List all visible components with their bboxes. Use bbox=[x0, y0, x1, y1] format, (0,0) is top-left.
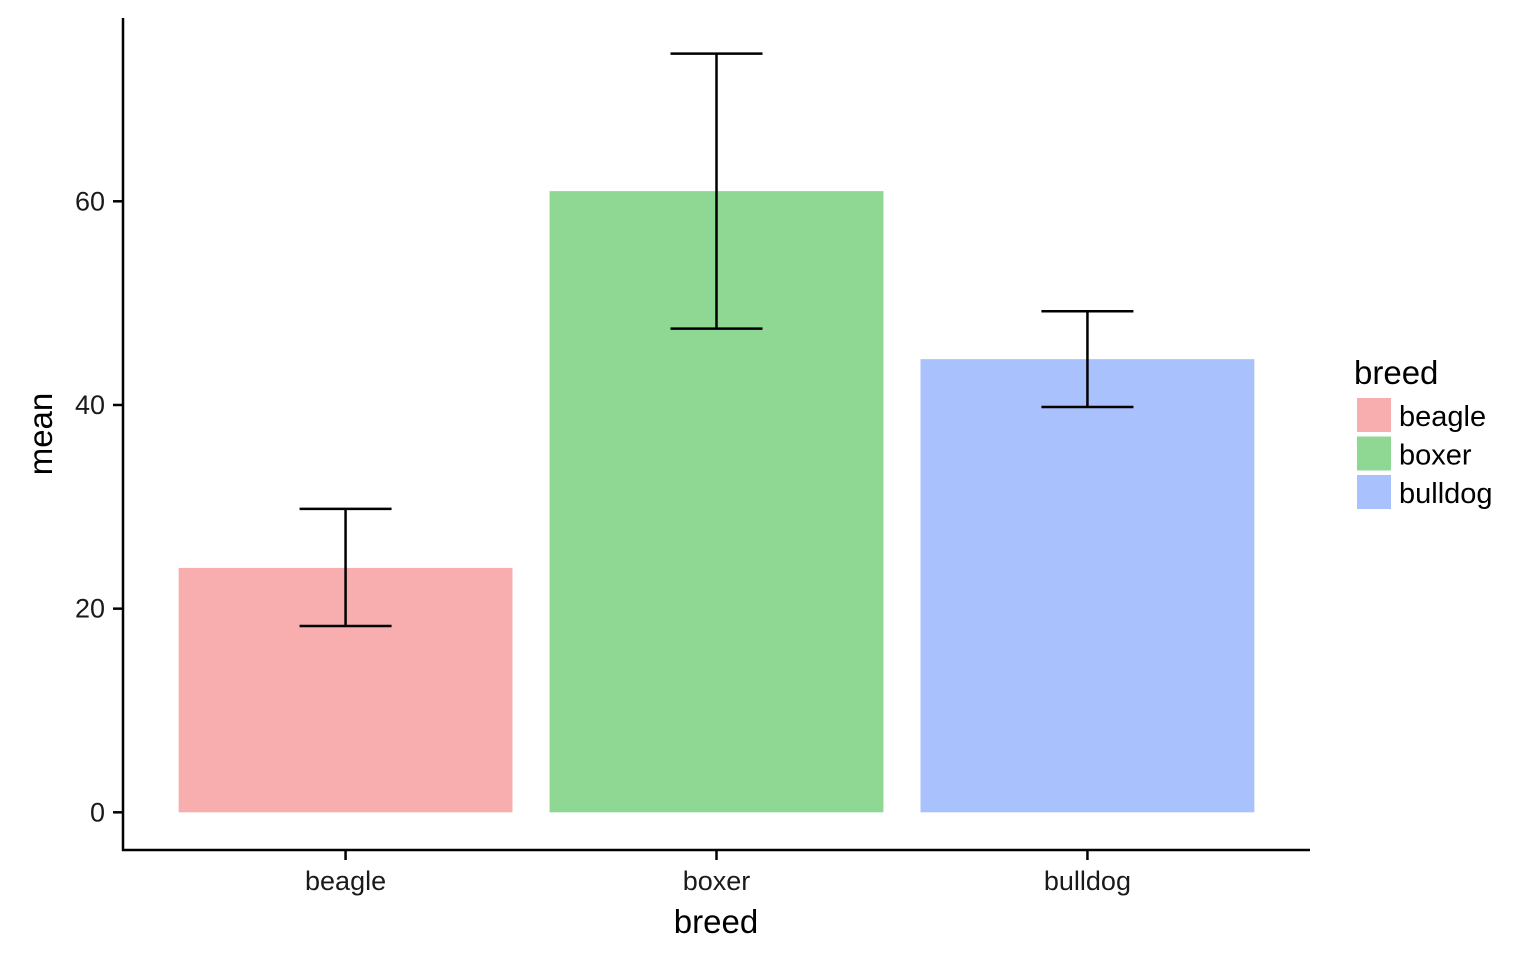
legend-swatch-boxer bbox=[1357, 436, 1391, 471]
y-axis-title: mean bbox=[22, 393, 59, 476]
x-axis-title: breed bbox=[674, 903, 758, 940]
x-tick-label-boxer: boxer bbox=[683, 866, 751, 896]
x-ticks-group: beagle boxer bulldog bbox=[305, 850, 1131, 896]
y-tick-label-60: 60 bbox=[75, 186, 105, 216]
legend-label-bulldog: bulldog bbox=[1399, 478, 1493, 510]
y-tick-label-20: 20 bbox=[75, 594, 105, 624]
y-tick-label-40: 40 bbox=[75, 390, 105, 420]
error-bar-bulldog bbox=[1041, 310, 1134, 409]
error-bar-beagle bbox=[299, 507, 392, 628]
x-tick-label-beagle: beagle bbox=[305, 866, 386, 896]
legend-label-beagle: beagle bbox=[1399, 401, 1486, 433]
legend-title: breed bbox=[1354, 354, 1438, 391]
legend-label-boxer: boxer bbox=[1399, 440, 1472, 472]
y-ticks-group: 0 20 40 60 bbox=[75, 186, 123, 827]
legend-swatch-beagle bbox=[1357, 398, 1391, 432]
y-tick-label-0: 0 bbox=[90, 797, 105, 827]
legend: breed beagle boxer bulldog bbox=[1354, 354, 1493, 510]
bar-bulldog bbox=[920, 359, 1255, 813]
error-bars-group bbox=[299, 52, 1134, 628]
x-tick-label-bulldog: bulldog bbox=[1044, 866, 1131, 896]
error-bar-boxer bbox=[670, 52, 763, 330]
legend-swatch-bulldog bbox=[1357, 475, 1391, 509]
